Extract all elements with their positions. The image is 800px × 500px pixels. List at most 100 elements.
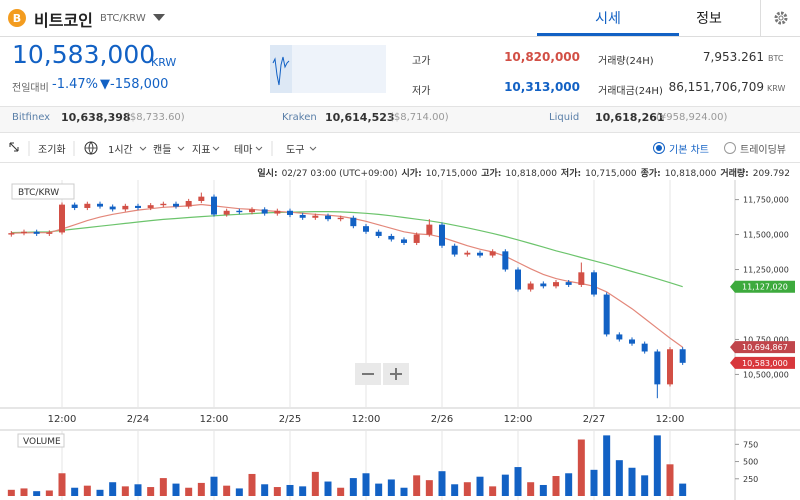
info-label: 고가:	[481, 169, 502, 179]
info-label: 거래량:	[720, 169, 749, 179]
radio-on[interactable]	[653, 142, 665, 154]
candle-body	[641, 343, 648, 352]
toolbar-item[interactable]: 지표	[192, 145, 211, 156]
x-tick-label: 2/24	[127, 414, 149, 425]
candle-body	[325, 215, 331, 220]
coin-icon: B	[8, 9, 26, 27]
volume-bar	[235, 488, 243, 496]
candle-body	[337, 217, 344, 220]
volume-bar	[501, 474, 509, 496]
y-tick-label: 11,500,000	[743, 231, 789, 240]
volume-bar	[286, 484, 294, 496]
volume-bar	[210, 476, 218, 496]
volume-bar	[223, 485, 231, 496]
toolbar-item[interactable]: 캔들	[153, 145, 172, 156]
chart-mode[interactable]: 트레이딩뷰	[740, 145, 786, 156]
candle-body	[464, 252, 471, 255]
candle-body	[135, 205, 141, 208]
volume-bar	[375, 483, 383, 496]
x-tick-label: 12:00	[656, 414, 685, 425]
volume-bar	[577, 439, 585, 496]
toolbar-item[interactable]: 도구	[286, 145, 305, 156]
volume-bar	[603, 435, 611, 496]
tab[interactable]: 시세	[595, 11, 621, 27]
stat-value: 10,820,000	[504, 50, 580, 64]
candle-body	[122, 205, 129, 210]
fullscreen-icon[interactable]	[9, 142, 19, 152]
info-value: 02/27 03:00 (UTC+09:00)	[281, 169, 398, 179]
settings-icon[interactable]	[773, 10, 789, 26]
volume-bar	[159, 478, 167, 496]
toolbar-item[interactable]: 1시간	[108, 145, 133, 156]
candle-body	[236, 210, 243, 213]
candle-body	[578, 272, 585, 285]
candle-body	[363, 226, 369, 232]
stat-value: 10,313,000	[504, 80, 580, 94]
change-label: 전일대비	[12, 83, 49, 94]
candle-body	[249, 209, 255, 213]
candle-body	[185, 200, 192, 207]
volume-bar	[514, 467, 522, 496]
dropdown-arrows	[139, 146, 317, 151]
volume-bar	[185, 487, 193, 496]
info-label: 일시:	[257, 169, 278, 179]
candle-body	[413, 234, 420, 243]
candle-body	[33, 231, 40, 234]
candle-body	[46, 232, 53, 234]
candle-body	[477, 252, 483, 256]
candle-body	[223, 210, 230, 215]
dropdown[interactable]	[153, 14, 165, 22]
volume-bar	[641, 475, 649, 496]
candle-body	[84, 203, 91, 208]
y-tick-label: 500	[743, 458, 758, 467]
volume-bar	[299, 486, 307, 496]
candle-body	[109, 206, 116, 210]
info-label: 시가:	[401, 169, 422, 179]
candle-body	[198, 196, 205, 201]
volume-bar	[679, 483, 687, 496]
candle-body	[451, 245, 458, 255]
volume-bar	[83, 485, 91, 496]
candle-body	[59, 204, 65, 233]
volume-bar	[147, 487, 155, 496]
exchange-foreign: ($8,733.60)	[126, 112, 185, 123]
moving-average	[11, 203, 684, 348]
exchange-name: Bitfinex	[12, 112, 51, 123]
price-tag-label: 10,694,867	[742, 343, 788, 352]
candle-body	[375, 231, 382, 236]
volume-bar	[451, 484, 459, 496]
volume-bar	[666, 464, 674, 496]
tab-underline	[537, 33, 679, 36]
settings-box[interactable]	[760, 0, 800, 36]
volume-bar	[337, 487, 345, 496]
chart-mode[interactable]: 기본 차트	[669, 145, 709, 156]
tab[interactable]: 정보	[696, 11, 722, 27]
change-pct: -1.47%	[52, 77, 98, 92]
chart-label-bg	[11, 183, 75, 200]
candle-body	[287, 210, 293, 215]
x-tick-label: 12:00	[200, 414, 229, 425]
volume-bar	[400, 487, 408, 496]
toolbar-item[interactable]: 테마	[234, 145, 253, 156]
candle-body	[654, 351, 661, 385]
volume-bar	[261, 484, 269, 496]
volume-bar	[172, 483, 180, 496]
volume-bar	[362, 473, 370, 496]
radio-off[interactable]	[724, 142, 736, 154]
exchange-price: 10,638,398	[61, 111, 131, 124]
x-tick-label: 2/26	[431, 414, 453, 425]
volume-bar	[628, 467, 636, 496]
y-tick-label: 250	[743, 475, 758, 484]
candle-body	[21, 231, 27, 234]
candle-body	[515, 269, 521, 290]
toolbar-item[interactable]: 조기화	[38, 145, 66, 156]
candle-body	[350, 217, 357, 227]
candle-body	[261, 209, 268, 214]
volume-bar	[489, 486, 497, 496]
candle-body	[274, 210, 281, 214]
exchange-name: Kraken	[282, 112, 317, 123]
zoom-icons	[362, 368, 402, 380]
candle-body	[629, 339, 635, 344]
current-price: 10,583,000	[12, 40, 156, 69]
